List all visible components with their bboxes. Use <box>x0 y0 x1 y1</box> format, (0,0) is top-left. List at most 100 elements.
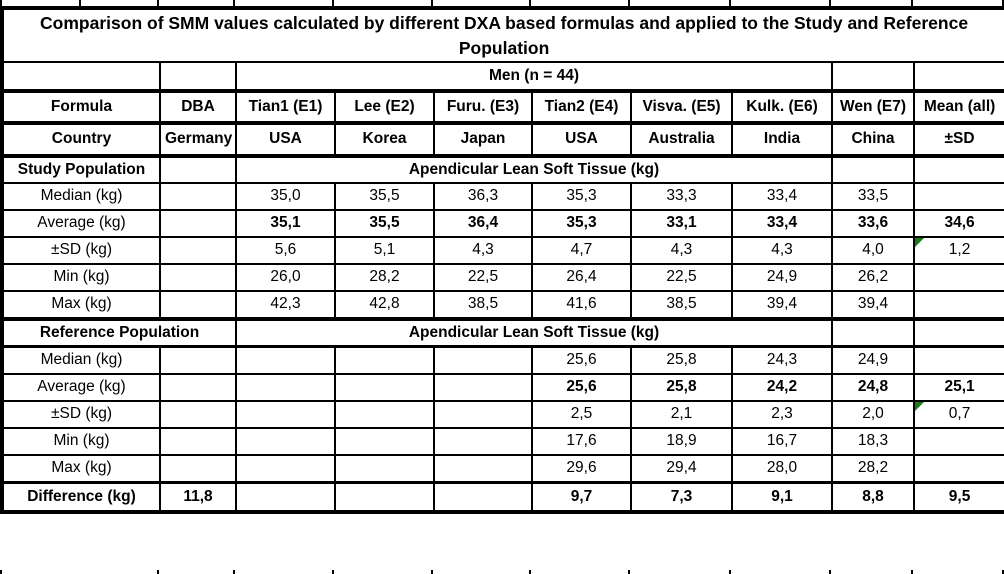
gridline-tick <box>529 0 531 6</box>
value-cell <box>334 400 435 429</box>
value-cell: 35,3 <box>531 209 632 238</box>
value-cell: 24,9 <box>731 263 833 292</box>
empty-cell <box>159 155 237 184</box>
gridline-tick <box>332 570 334 574</box>
value-cell <box>433 427 533 456</box>
value-cell <box>912 263 1004 292</box>
difference-row: Difference (kg) 11,8 9,7 7,3 9,1 8,8 9,5 <box>1 481 1004 513</box>
gridline-tick <box>1002 570 1004 574</box>
value-cell: 24,8 <box>831 373 915 402</box>
column-header: Furu. (E3) <box>433 90 533 125</box>
table-row: Comparison of SMM values calculated by d… <box>0 7 1004 63</box>
empty-cell <box>912 155 1004 184</box>
smm-comparison-table: Comparison of SMM values calculated by d… <box>0 6 1004 514</box>
column-header: Tian2 (E4) <box>531 90 632 125</box>
value-cell: 22,5 <box>433 263 533 292</box>
gridline-tick <box>529 570 531 574</box>
gridline-tick <box>0 0 2 6</box>
value-cell: 33,6 <box>831 209 915 238</box>
value-cell <box>159 209 237 238</box>
gridline-tick <box>79 0 81 6</box>
table-row: Country Germany USA Korea Japan USA Aust… <box>1 122 1004 158</box>
top-gridline-strip <box>0 0 1004 6</box>
error-indicator-icon <box>916 239 924 247</box>
country-cell: USA <box>531 122 632 158</box>
value-cell: 25,6 <box>531 345 632 375</box>
empty-cell <box>159 61 237 93</box>
section-header-row: Study Population Apendicular Lean Soft T… <box>1 155 1004 184</box>
value-cell: 8,8 <box>831 481 915 513</box>
row-label: Difference (kg) <box>1 481 161 513</box>
empty-cell <box>912 318 1004 348</box>
value-cell: 38,5 <box>433 290 533 321</box>
country-cell: Germany <box>159 122 237 158</box>
row-label: Average (kg) <box>1 209 161 238</box>
value-cell <box>433 400 533 429</box>
value-cell-with-error: 1,2 <box>912 236 1004 265</box>
gridline-tick <box>729 0 731 6</box>
group-subtitle: Men (n = 44) <box>235 61 833 93</box>
row-label: ±SD (kg) <box>1 400 161 429</box>
empty-cell <box>1 61 161 93</box>
table-row: Median (kg) 25,6 25,8 24,3 24,9 <box>1 345 1004 375</box>
value-cell <box>159 236 237 265</box>
value-cell: 28,2 <box>831 454 915 484</box>
value-cell: 9,7 <box>531 481 632 513</box>
value-cell: 2,0 <box>831 400 915 429</box>
value-cell: 39,4 <box>831 290 915 321</box>
value-cell: 17,6 <box>531 427 632 456</box>
value-cell-with-error: 0,7 <box>912 400 1004 429</box>
gridline-tick <box>0 570 2 574</box>
measure-span-label: Apendicular Lean Soft Tissue (kg) <box>235 155 833 184</box>
value-cell: 5,6 <box>235 236 336 265</box>
value-cell: 35,1 <box>235 209 336 238</box>
page-title: Comparison of SMM values calculated by d… <box>40 12 969 58</box>
table-row: Formula DBA Tian1 (E1) Lee (E2) Furu. (E… <box>1 90 1004 125</box>
value-cell: 35,5 <box>334 182 435 211</box>
value-cell: 26,2 <box>831 263 915 292</box>
column-header: Tian1 (E1) <box>235 90 336 125</box>
table-row: Men (n = 44) <box>1 61 1004 93</box>
row-label: Min (kg) <box>1 263 161 292</box>
gridline-tick <box>628 0 630 6</box>
gridline-tick <box>729 570 731 574</box>
value-cell <box>235 481 336 513</box>
value-cell: 39,4 <box>731 290 833 321</box>
gridline-tick <box>431 0 433 6</box>
value-cell: 38,5 <box>630 290 733 321</box>
value-cell: 18,9 <box>630 427 733 456</box>
column-header: Kulk. (E6) <box>731 90 833 125</box>
value-cell: 4,3 <box>630 236 733 265</box>
value-cell: 4,0 <box>831 236 915 265</box>
value-cell: 35,3 <box>531 182 632 211</box>
value-cell: 33,1 <box>630 209 733 238</box>
value-cell: 35,5 <box>334 209 435 238</box>
value-cell: 26,0 <box>235 263 336 292</box>
value-cell: 2,3 <box>731 400 833 429</box>
value-cell: 4,3 <box>433 236 533 265</box>
value-cell: 2,5 <box>531 400 632 429</box>
value-cell: 33,5 <box>831 182 915 211</box>
table-row: Average (kg) 35,1 35,5 36,4 35,3 33,1 33… <box>1 209 1004 238</box>
value-cell: 24,9 <box>831 345 915 375</box>
row-label: ±SD (kg) <box>1 236 161 265</box>
gridline-tick <box>911 570 913 574</box>
value-cell <box>159 454 237 484</box>
row-label: Country <box>1 122 161 158</box>
value-cell: 2,1 <box>630 400 733 429</box>
value-cell <box>159 182 237 211</box>
table-row: Min (kg) 17,6 18,9 16,7 18,3 <box>1 427 1004 456</box>
row-label: Min (kg) <box>1 427 161 456</box>
value-cell: 25,1 <box>912 373 1004 402</box>
value-cell <box>159 290 237 321</box>
gridline-tick <box>829 0 831 6</box>
value-cell <box>235 345 336 375</box>
section-header: Study Population <box>1 155 161 184</box>
value-cell: 36,3 <box>433 182 533 211</box>
country-cell: India <box>731 122 833 158</box>
column-header: Formula <box>1 90 161 125</box>
value-cell <box>912 427 1004 456</box>
value-cell: 34,6 <box>912 209 1004 238</box>
value-cell <box>912 290 1004 321</box>
